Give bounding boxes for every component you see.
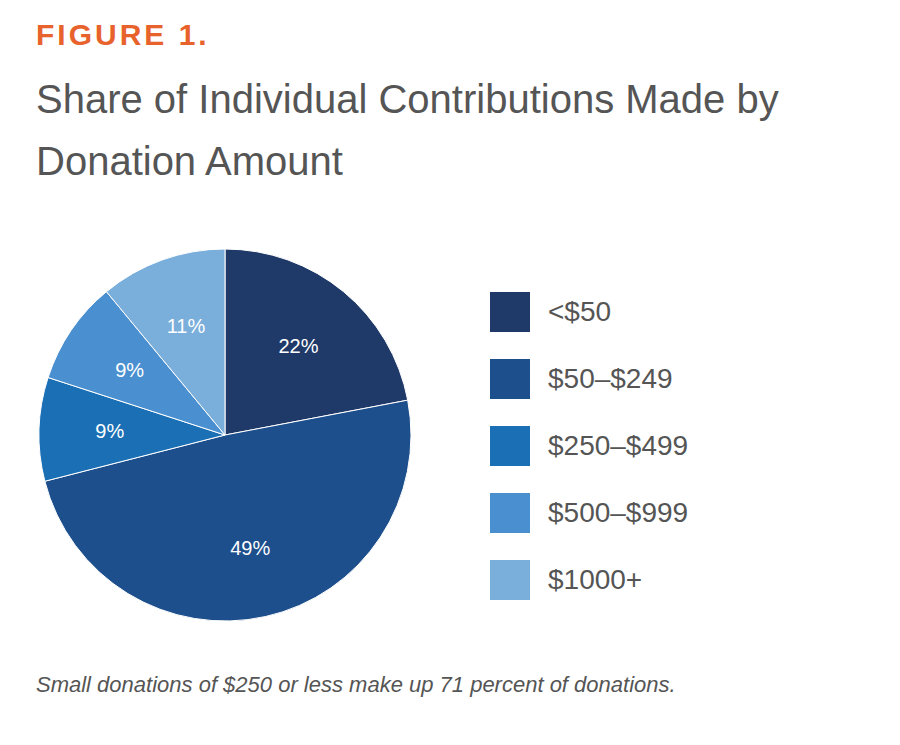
html-text:$50–$249: $50–$249 xyxy=(548,362,673,394)
html-text:$250–$499: $250–$499 xyxy=(548,429,689,461)
html-text:$1000+: $1000+ xyxy=(548,563,643,595)
html-text:FIGURE 1.: FIGURE 1. xyxy=(36,18,210,51)
svg-text:11%: 11% xyxy=(167,315,206,337)
svg-text:49%: 49% xyxy=(230,537,270,559)
html-text:Small donations of $250 or les: Small donations of $250 or less make up … xyxy=(36,672,676,697)
svg-text:22%: 22% xyxy=(278,335,318,357)
html-text:Share of Individual Contributi: Share of Individual Contributions Made b… xyxy=(36,77,779,183)
svg-text:9%: 9% xyxy=(115,359,144,381)
svg-text:9%: 9% xyxy=(95,420,124,442)
html-text:<$50: <$50 xyxy=(548,295,612,327)
html-text:$500–$999: $500–$999 xyxy=(548,496,689,528)
